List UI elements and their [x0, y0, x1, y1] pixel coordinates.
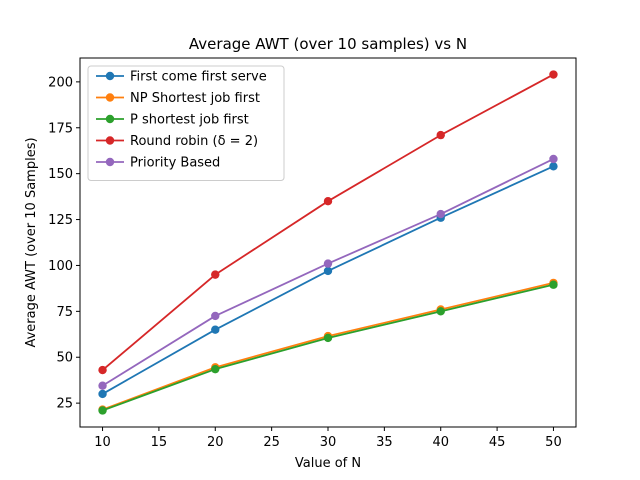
legend-label-1: NP Shortest job first	[130, 91, 260, 106]
x-tick-label-4: 30	[320, 435, 337, 450]
series-0-point-4	[549, 162, 558, 171]
series-4-point-4	[549, 154, 558, 164]
series-layer	[98, 70, 558, 415]
x-tick-label-1: 15	[151, 435, 168, 450]
y-axis-label: Average AWT (over 10 Samples)	[24, 137, 39, 347]
legend-label-4: Priority Based	[130, 156, 220, 171]
x-tick-label-8: 50	[545, 435, 562, 450]
series-4-point-1	[211, 311, 220, 321]
x-tick-label-0: 10	[94, 435, 111, 450]
legend-box	[87, 65, 285, 181]
x-tick-label-5: 35	[376, 435, 393, 450]
legend-marker-4	[105, 157, 115, 167]
legend-marker-1	[105, 93, 115, 102]
series-3-point-0	[98, 365, 107, 375]
y-tick-label-0: 25	[56, 397, 73, 412]
series-0-point-0	[98, 389, 107, 399]
series-2-point-3	[436, 307, 445, 316]
series-3-point-2	[323, 196, 333, 206]
axes-layer: 10 15 20 25 30 35 40 45 50 25 50 75 100 125 150 175 200	[48, 57, 577, 450]
legend-label-0: First come first serve	[130, 70, 267, 85]
series-2-point-4	[549, 280, 558, 289]
y-tick-label-3: 100	[48, 259, 73, 274]
series-4-point-3	[436, 209, 445, 219]
legend-marker-2	[105, 114, 115, 124]
y-tick-label-7: 200	[48, 75, 73, 90]
y-tick-label-5: 150	[48, 167, 73, 182]
legend-marker-3	[105, 136, 115, 145]
x-tick-label-6: 40	[432, 435, 449, 450]
series-4-point-0	[98, 381, 107, 390]
series-3-point-3	[436, 130, 445, 140]
legend-label-2: P shortest job first	[130, 113, 249, 128]
y-tick-label-2: 75	[56, 305, 73, 320]
x-tick-label-7: 45	[489, 435, 506, 450]
legend-label-3: Round robin (δ = 2)	[130, 134, 258, 149]
x-tick-label-2: 20	[207, 435, 224, 450]
legend-marker-0	[105, 71, 115, 81]
series-0-point-1	[211, 325, 220, 334]
x-tick-label-3: 25	[263, 435, 280, 450]
y-tick-label-4: 125	[48, 213, 73, 228]
series-2-point-1	[211, 364, 220, 374]
series-2-point-2	[323, 333, 333, 343]
chart-title: Average AWT (over 10 samples) vs N	[189, 35, 467, 53]
series-4-point-2	[323, 259, 333, 268]
x-axis-label: Value of N	[295, 456, 361, 471]
series-0-point-2	[323, 266, 333, 276]
series-2-point-0	[98, 406, 107, 415]
y-tick-label-6: 175	[48, 121, 73, 136]
series-3-point-1	[211, 270, 220, 279]
series-3-point-4	[549, 70, 558, 79]
legend: First come first serve NP Shortest job fi…	[87, 65, 285, 181]
y-tick-label-1: 50	[56, 351, 73, 366]
